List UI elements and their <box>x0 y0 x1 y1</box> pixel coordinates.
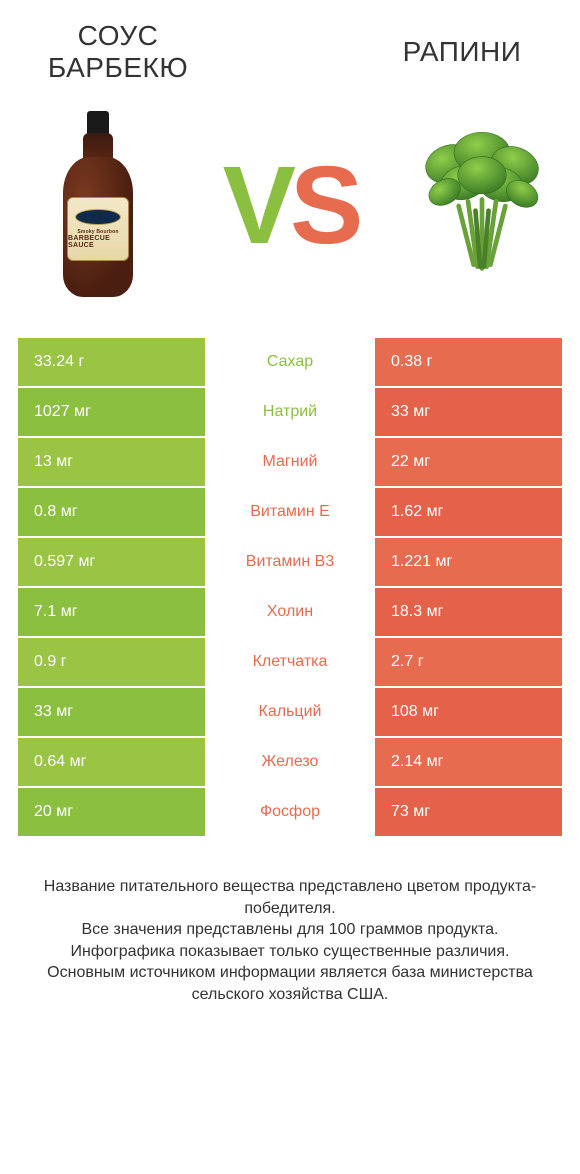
right-value-cell: 0.38 г <box>375 336 562 386</box>
images-row: Smoky Bourbon BARBECUE SAUCE VS <box>28 106 552 306</box>
table-row: 0.597 мгВитамин B31.221 мг <box>18 536 562 586</box>
nutrient-label-cell: Клетчатка <box>205 636 375 686</box>
left-value-cell: 0.597 мг <box>18 536 205 586</box>
nutrient-label-cell: Холин <box>205 586 375 636</box>
rapini-icon <box>412 121 552 291</box>
right-product-title: РАПИНИ <box>362 36 562 68</box>
right-value-cell: 73 мг <box>375 786 562 836</box>
right-value-cell: 1.221 мг <box>375 536 562 586</box>
footer-line: Основным источником информации является … <box>26 962 554 1005</box>
right-value-cell: 33 мг <box>375 386 562 436</box>
table-row: 0.8 мгВитамин E1.62 мг <box>18 486 562 536</box>
footer-line: Все значения представлены для 100 граммо… <box>26 919 554 941</box>
right-value-cell: 2.14 мг <box>375 736 562 786</box>
table-row: 13 мгМагний22 мг <box>18 436 562 486</box>
right-value-cell: 108 мг <box>375 686 562 736</box>
infographic-root: СОУС БАРБЕКЮ РАПИНИ Smoky Bourbon BARBEC… <box>0 0 580 1174</box>
nutrient-label-cell: Магний <box>205 436 375 486</box>
nutrient-label-cell: Натрий <box>205 386 375 436</box>
right-value-cell: 1.62 мг <box>375 486 562 536</box>
left-product-title: СОУС БАРБЕКЮ <box>18 20 218 84</box>
right-value-cell: 2.7 г <box>375 636 562 686</box>
nutrient-label-cell: Сахар <box>205 336 375 386</box>
table-row: 33 мгКальций108 мг <box>18 686 562 736</box>
left-value-cell: 33 мг <box>18 686 205 736</box>
footer-notes: Название питательного вещества представл… <box>18 876 562 1030</box>
left-value-cell: 13 мг <box>18 436 205 486</box>
left-value-cell: 20 мг <box>18 786 205 836</box>
table-row: 0.64 мгЖелезо2.14 мг <box>18 736 562 786</box>
nutrient-label-cell: Витамин E <box>205 486 375 536</box>
left-value-cell: 0.64 мг <box>18 736 205 786</box>
nutrient-label-cell: Витамин B3 <box>205 536 375 586</box>
left-value-cell: 0.9 г <box>18 636 205 686</box>
nutrient-label-cell: Фосфор <box>205 786 375 836</box>
left-value-cell: 1027 мг <box>18 386 205 436</box>
nutrient-label-cell: Кальций <box>205 686 375 736</box>
vs-letter-v: V <box>223 144 290 267</box>
left-value-cell: 0.8 мг <box>18 486 205 536</box>
table-row: 7.1 мгХолин18.3 мг <box>18 586 562 636</box>
bottle-label-big: BARBECUE SAUCE <box>68 235 128 249</box>
vs-badge: VS <box>223 151 358 261</box>
table-row: 0.9 гКлетчатка2.7 г <box>18 636 562 686</box>
left-value-cell: 33.24 г <box>18 336 205 386</box>
left-value-cell: 7.1 мг <box>18 586 205 636</box>
right-value-cell: 18.3 мг <box>375 586 562 636</box>
vs-letter-s: S <box>290 144 357 267</box>
nutrient-label-cell: Железо <box>205 736 375 786</box>
footer-line: Название питательного вещества представл… <box>26 876 554 919</box>
footer-line: Инфографика показывает только существенн… <box>26 941 554 963</box>
table-row: 1027 мгНатрий33 мг <box>18 386 562 436</box>
left-product-image: Smoky Bourbon BARBECUE SAUCE <box>28 106 168 306</box>
comparison-table: 33.24 гСахар0.38 г1027 мгНатрий33 мг13 м… <box>18 336 562 836</box>
table-row: 20 мгФосфор73 мг <box>18 786 562 836</box>
bbq-bottle-icon: Smoky Bourbon BARBECUE SAUCE <box>63 111 133 301</box>
header: СОУС БАРБЕКЮ РАПИНИ <box>18 20 562 84</box>
table-row: 33.24 гСахар0.38 г <box>18 336 562 386</box>
right-value-cell: 22 мг <box>375 436 562 486</box>
right-product-image <box>412 106 552 306</box>
